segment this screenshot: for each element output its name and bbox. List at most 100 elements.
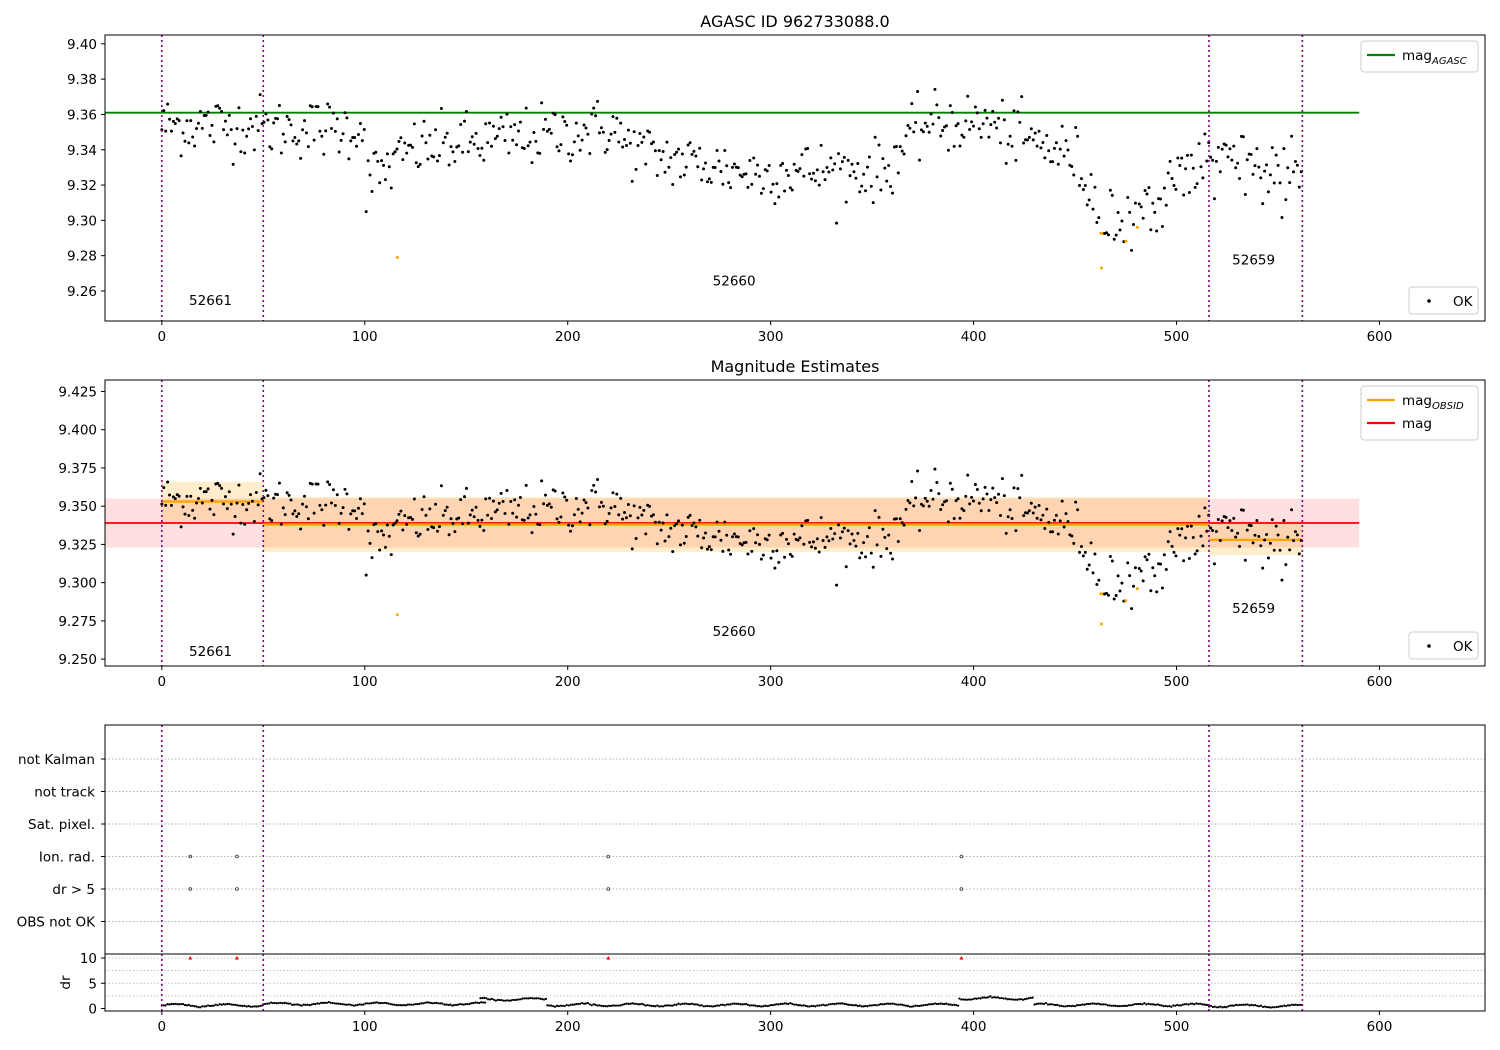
ok-data-point xyxy=(302,494,306,498)
x-tick-label: 300 xyxy=(758,1019,784,1035)
ok-data-point xyxy=(1191,536,1195,540)
ok-data-point xyxy=(1224,143,1228,147)
dr-data-point xyxy=(420,1002,423,1005)
ok-data-point xyxy=(898,517,902,521)
ok-data-point xyxy=(1105,591,1109,595)
dr-data-point xyxy=(235,1004,239,1007)
x-tick-label: 400 xyxy=(961,1019,987,1035)
ok-data-point xyxy=(906,124,910,128)
dr-data-point xyxy=(1189,1002,1192,1005)
dr-data-point xyxy=(1037,1002,1040,1005)
ok-data-point xyxy=(437,154,441,158)
dr-data-point xyxy=(1125,1004,1129,1008)
ok-data-point xyxy=(461,522,465,526)
ok-data-point xyxy=(1164,203,1168,207)
ok-data-point xyxy=(222,128,226,132)
dr-data-point xyxy=(629,1002,632,1005)
ok-data-point xyxy=(464,110,468,114)
ok-data-point xyxy=(189,119,193,123)
dr-data-point xyxy=(1185,1003,1188,1006)
ok-data-point xyxy=(518,496,522,500)
ok-data-point xyxy=(837,152,841,156)
ok-data-point xyxy=(869,551,873,555)
y-tick-label: 9.350 xyxy=(58,499,97,515)
ok-data-point xyxy=(301,128,305,132)
ok-data-point xyxy=(586,506,590,510)
ok-data-point xyxy=(567,523,571,527)
ok-data-point xyxy=(1293,530,1297,534)
ok-data-point xyxy=(1220,519,1224,523)
ok-data-point xyxy=(802,542,806,546)
dr-data-point xyxy=(271,1001,275,1005)
dr-data-point xyxy=(822,1003,825,1006)
ok-data-point xyxy=(929,488,933,492)
ok-data-point xyxy=(345,492,349,496)
ok-data-point xyxy=(1174,187,1178,191)
ok-data-point xyxy=(1268,173,1272,177)
ok-data-point xyxy=(1066,520,1070,524)
ok-data-point xyxy=(518,120,522,124)
ok-data-point xyxy=(526,144,530,148)
dr-data-point xyxy=(296,1003,300,1006)
ok-data-point xyxy=(1027,509,1031,513)
ok-data-point xyxy=(864,555,868,559)
ok-data-point xyxy=(287,493,291,497)
ok-data-point xyxy=(474,505,478,509)
y-tick-label: 9.425 xyxy=(58,384,97,400)
dr-data-point xyxy=(727,1003,730,1006)
dr-data-point xyxy=(298,1004,302,1007)
dr-data-point xyxy=(1127,1004,1131,1007)
ok-data-point xyxy=(1280,215,1284,219)
ok-data-point xyxy=(642,508,646,512)
dr-data-point xyxy=(577,1002,580,1006)
dr-data-point xyxy=(563,1004,566,1008)
ok-data-point xyxy=(771,182,775,186)
dr-data-point xyxy=(488,998,492,1001)
dr-data-point xyxy=(431,1002,435,1005)
ok-data-point xyxy=(883,535,887,539)
ok-data-point xyxy=(684,165,688,169)
dr-data-point xyxy=(393,1003,396,1006)
dr-data-point xyxy=(1141,1003,1144,1006)
dr-data-point xyxy=(702,1005,705,1008)
ok-data-point xyxy=(705,547,709,551)
dr-data-point xyxy=(1254,1003,1257,1007)
dr-data-point xyxy=(973,997,976,1000)
ok-data-point xyxy=(1274,524,1278,528)
ok-data-point xyxy=(829,527,833,531)
dr-data-point xyxy=(199,1006,202,1009)
x-tick-label: 100 xyxy=(352,674,378,690)
dr-data-point xyxy=(773,1003,777,1006)
ok-data-point xyxy=(873,509,877,513)
ok-data-point xyxy=(490,144,494,148)
ok-data-point xyxy=(387,165,391,169)
ok-data-point xyxy=(746,552,750,556)
ok-data-point xyxy=(707,177,711,181)
dr-data-point xyxy=(476,1001,479,1004)
ok-data-point xyxy=(626,128,630,132)
ok-data-point xyxy=(256,503,260,507)
ok-data-point xyxy=(619,121,623,125)
ok-data-point xyxy=(640,513,644,517)
dr-data-point xyxy=(1221,1006,1224,1009)
dr-data-point xyxy=(178,1003,181,1006)
dr-data-point xyxy=(660,1005,663,1008)
ok-data-point xyxy=(835,583,839,587)
ok-data-point xyxy=(885,547,889,551)
ok-data-point xyxy=(1263,169,1267,173)
ok-data-point xyxy=(582,123,586,127)
dr-data-point xyxy=(515,998,519,1001)
dr-data-point xyxy=(1263,1005,1267,1008)
dr-data-point xyxy=(613,1004,616,1007)
ok-data-point xyxy=(468,513,472,517)
ok-data-point xyxy=(1126,561,1130,565)
ok-data-point xyxy=(1000,477,1004,481)
ok-data-point xyxy=(526,516,530,520)
dr-data-point xyxy=(1211,1005,1214,1009)
ok-data-point xyxy=(623,511,627,515)
dr-data-point xyxy=(1006,998,1009,1001)
ok-data-point xyxy=(740,175,744,179)
ok-data-point xyxy=(449,517,453,521)
ok-data-point xyxy=(923,496,927,500)
ok-data-point xyxy=(1241,508,1245,512)
